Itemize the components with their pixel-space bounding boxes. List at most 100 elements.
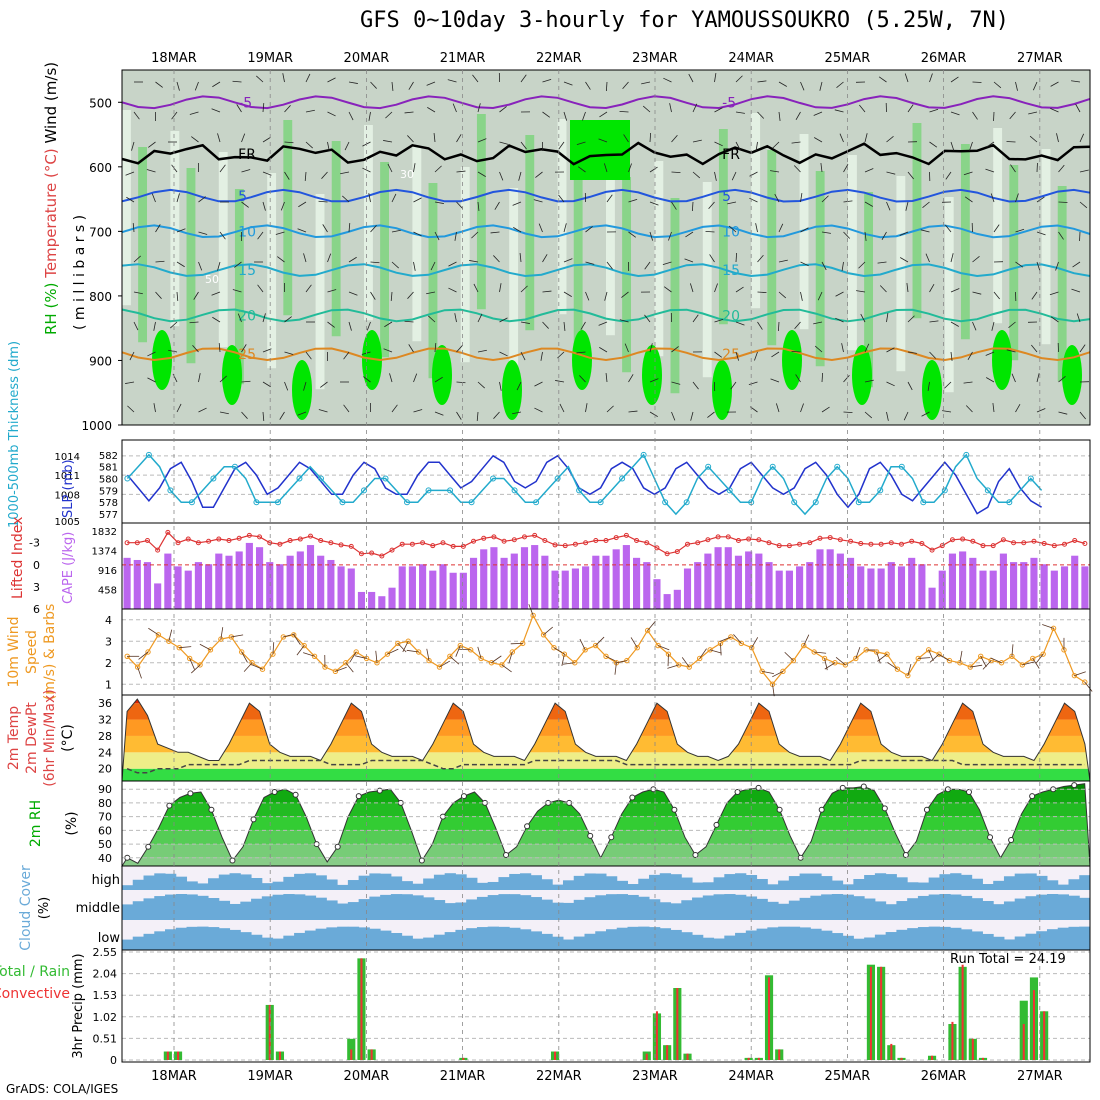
wind-speed-point bbox=[488, 660, 495, 666]
wind-speed-point bbox=[1019, 662, 1026, 668]
rh-color-band bbox=[122, 802, 1090, 817]
wind-barb bbox=[1079, 169, 1089, 173]
wind-barb bbox=[1049, 291, 1059, 296]
wind-speed-point bbox=[457, 642, 463, 649]
wind-barb bbox=[343, 351, 350, 360]
cloud-bar bbox=[681, 900, 693, 920]
cloud-bar bbox=[702, 882, 715, 890]
cloud-bar bbox=[251, 934, 263, 950]
wind-barb bbox=[918, 657, 931, 659]
rh-band bbox=[525, 135, 535, 331]
cape-bar bbox=[928, 587, 936, 609]
rh-point bbox=[923, 806, 930, 813]
lifted-index-point bbox=[715, 534, 721, 540]
thickness-point bbox=[726, 487, 733, 494]
wind-tick-label: 2 bbox=[105, 657, 112, 670]
wind-barb bbox=[477, 171, 486, 177]
cloud-bar bbox=[326, 879, 338, 890]
wind-barb bbox=[133, 291, 143, 295]
cloud-bar bbox=[799, 897, 811, 920]
rh-point bbox=[692, 852, 699, 859]
cloud-bar bbox=[735, 873, 747, 890]
wind-speed-point bbox=[280, 634, 287, 640]
thickness-point bbox=[339, 499, 346, 506]
cloud-bar bbox=[1025, 896, 1037, 920]
wind-barb bbox=[907, 381, 913, 391]
wind-speed-point bbox=[509, 649, 516, 655]
precip-convective-bar bbox=[554, 1051, 557, 1060]
thickness-point bbox=[554, 475, 561, 482]
wind-barb bbox=[176, 193, 180, 203]
rh-point bbox=[713, 821, 720, 828]
thickness-point bbox=[877, 487, 884, 494]
cloud-bar bbox=[272, 881, 284, 890]
slp-tick-label: 1008 bbox=[55, 490, 80, 501]
cloud-bar bbox=[960, 895, 973, 920]
cape-tick-label: 458 bbox=[98, 585, 117, 596]
wind-barb bbox=[886, 381, 895, 387]
cloud-bar bbox=[412, 883, 424, 890]
wind-barb bbox=[582, 111, 586, 121]
cloud-bar bbox=[208, 898, 220, 920]
isotherm-line bbox=[121, 263, 1091, 278]
cloud-bar bbox=[928, 877, 940, 890]
cape-bar bbox=[857, 566, 865, 609]
temp-color-band bbox=[122, 768, 1090, 781]
wind-barb bbox=[986, 377, 995, 383]
temp-tick-label: 36 bbox=[98, 697, 112, 710]
cloud-bar bbox=[692, 882, 704, 890]
cape-ylabel: CAPE (J/kg) bbox=[61, 532, 76, 604]
rh-band bbox=[944, 197, 954, 393]
wind-barb bbox=[516, 381, 522, 391]
wind-barb bbox=[407, 135, 414, 143]
cloud-bar bbox=[197, 883, 209, 890]
lifted-index-point bbox=[358, 551, 364, 557]
wind-barb bbox=[456, 345, 463, 353]
cloud-bar bbox=[821, 930, 833, 950]
cape-bar bbox=[694, 562, 702, 609]
wind-barb bbox=[477, 646, 482, 659]
cloud-bar bbox=[735, 894, 747, 920]
cloud-bar bbox=[240, 874, 252, 890]
lifted-index-tick-label: -3 bbox=[29, 537, 40, 550]
wind-barb bbox=[945, 171, 952, 180]
cloud-bar bbox=[154, 931, 166, 950]
cape-bar bbox=[164, 553, 172, 609]
wind-speed-point bbox=[946, 657, 953, 664]
wind-barb bbox=[858, 261, 866, 269]
lifted-index-point bbox=[583, 540, 589, 546]
wind-barb bbox=[191, 136, 199, 143]
wind-barb bbox=[585, 261, 595, 265]
isotherm-label: 15 bbox=[238, 263, 256, 279]
wind-barb bbox=[579, 638, 586, 651]
cape-bar bbox=[317, 555, 325, 609]
wind-barb bbox=[735, 75, 743, 83]
wind-barb bbox=[385, 111, 393, 119]
wind-barb bbox=[296, 645, 305, 656]
wind-speed-point bbox=[540, 632, 547, 638]
wind-barb bbox=[413, 261, 416, 271]
wind-barb bbox=[619, 319, 629, 323]
wind-barb bbox=[349, 651, 357, 663]
cloud-bar bbox=[907, 898, 919, 920]
wind-barb bbox=[508, 651, 513, 664]
wind-barb bbox=[499, 141, 509, 145]
cloud-bar bbox=[756, 878, 768, 890]
wind-barb bbox=[194, 81, 199, 91]
lifted-index-point bbox=[898, 541, 904, 547]
wind-barb bbox=[155, 260, 165, 263]
rh-color-band bbox=[122, 844, 1090, 858]
wind-barb bbox=[490, 231, 500, 234]
date-label-bottom: 21MAR bbox=[440, 1069, 486, 1084]
wind-barb bbox=[212, 81, 221, 88]
date-label-top: 22MAR bbox=[536, 51, 582, 66]
lifted-index-point bbox=[155, 547, 161, 553]
cloud-bar bbox=[423, 878, 435, 890]
rh-band bbox=[1057, 186, 1067, 382]
cloud-bar bbox=[659, 902, 672, 920]
rh-moist-cell bbox=[852, 345, 872, 405]
lifted-index-point bbox=[420, 540, 426, 546]
wind-barb bbox=[348, 111, 354, 121]
lifted-index-ylabel: Lifted Index bbox=[10, 517, 26, 599]
